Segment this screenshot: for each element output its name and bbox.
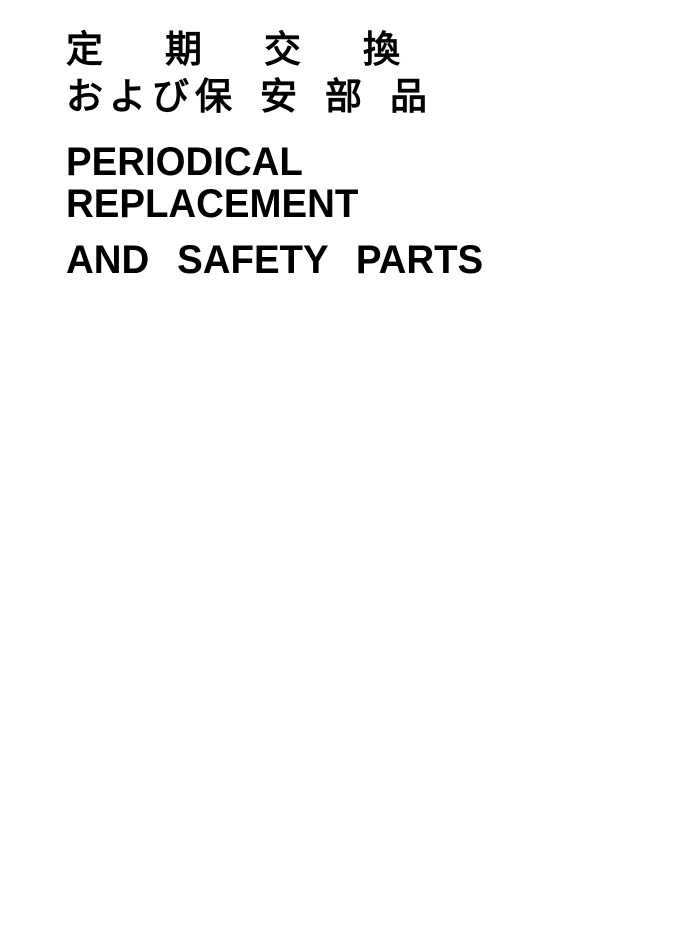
title-english-line-2: AND SAFETY PARTS [66, 239, 617, 281]
title-japanese-line-1: 定期交換 [66, 30, 640, 73]
document-page: 定期交換 および保安部品 PERIODICAL REPLACEMENT AND … [0, 0, 684, 281]
title-english-line-1: PERIODICAL REPLACEMENT [66, 141, 617, 225]
title-japanese-line-2: および保安部品 [66, 77, 640, 120]
title-japanese-line-2-prefix: および [66, 77, 195, 118]
title-japanese-line-2-main: 保安部品 [195, 77, 455, 118]
